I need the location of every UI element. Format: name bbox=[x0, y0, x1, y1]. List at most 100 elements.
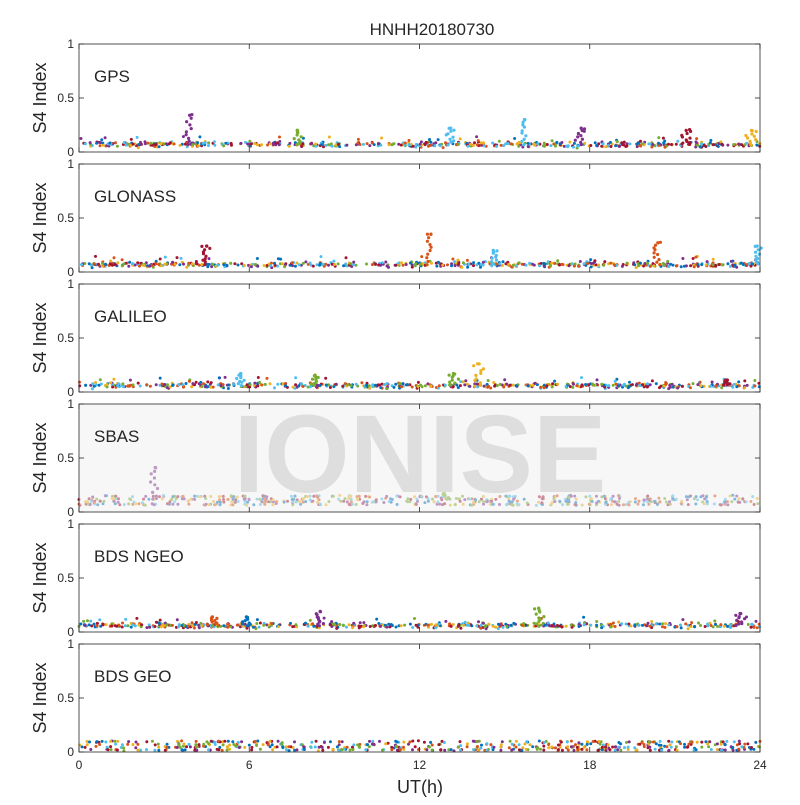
data-point bbox=[255, 257, 259, 260]
data-point bbox=[140, 623, 144, 627]
spike-point bbox=[429, 232, 433, 236]
data-point bbox=[413, 745, 417, 749]
data-point bbox=[536, 746, 540, 750]
data-point bbox=[735, 385, 739, 389]
data-point bbox=[471, 143, 475, 147]
data-point bbox=[720, 748, 724, 752]
data-point bbox=[479, 263, 483, 266]
spike-point bbox=[449, 126, 453, 130]
data-point bbox=[634, 266, 638, 270]
data-point bbox=[532, 263, 536, 267]
data-point bbox=[405, 383, 409, 387]
data-point bbox=[733, 264, 736, 268]
data-point bbox=[614, 144, 618, 148]
data-point bbox=[134, 740, 138, 744]
data-point bbox=[449, 129, 453, 133]
data-point bbox=[550, 385, 554, 389]
data-point bbox=[183, 748, 187, 752]
data-point bbox=[162, 142, 166, 146]
data-point bbox=[704, 263, 708, 267]
data-point bbox=[601, 142, 605, 146]
data-point bbox=[425, 239, 429, 243]
data-point bbox=[318, 263, 322, 267]
data-point bbox=[681, 618, 685, 622]
data-point bbox=[157, 145, 161, 149]
data-point bbox=[426, 259, 430, 264]
data-point bbox=[178, 745, 182, 749]
data-point bbox=[582, 623, 586, 627]
data-point bbox=[401, 263, 405, 267]
data-point bbox=[740, 745, 744, 749]
data-point bbox=[497, 139, 501, 143]
data-point bbox=[622, 382, 626, 386]
data-point bbox=[89, 619, 93, 623]
data-point bbox=[225, 264, 229, 268]
data-point bbox=[181, 385, 185, 389]
data-point bbox=[200, 624, 204, 628]
data-point bbox=[148, 264, 152, 268]
data-point bbox=[374, 624, 377, 627]
data-point bbox=[531, 384, 535, 387]
data-point bbox=[194, 621, 198, 624]
data-point bbox=[705, 260, 709, 264]
data-point bbox=[448, 137, 452, 141]
data-point bbox=[502, 144, 506, 148]
data-point bbox=[497, 622, 500, 626]
data-point bbox=[456, 258, 460, 262]
data-point bbox=[706, 622, 710, 626]
data-point bbox=[287, 745, 291, 749]
data-point bbox=[94, 381, 97, 384]
data-point bbox=[410, 265, 414, 269]
data-point bbox=[565, 740, 569, 744]
data-point bbox=[622, 140, 626, 144]
data-point bbox=[171, 260, 175, 264]
data-point bbox=[255, 618, 259, 622]
data-point bbox=[503, 378, 507, 382]
data-point bbox=[731, 746, 735, 749]
data-point bbox=[122, 385, 125, 389]
plot-area bbox=[79, 44, 760, 152]
data-point bbox=[299, 135, 303, 139]
data-point bbox=[617, 620, 621, 624]
data-point bbox=[352, 263, 356, 267]
data-point bbox=[142, 263, 146, 267]
data-point bbox=[435, 264, 439, 268]
data-point bbox=[419, 140, 423, 144]
x-tick-label: 18 bbox=[583, 758, 597, 772]
data-point bbox=[360, 381, 364, 385]
data-point bbox=[566, 144, 570, 148]
data-point bbox=[382, 383, 386, 387]
data-point bbox=[99, 382, 103, 386]
data-point bbox=[335, 626, 339, 630]
data-point bbox=[479, 141, 483, 145]
data-point bbox=[572, 145, 575, 149]
data-point bbox=[284, 745, 288, 749]
data-point bbox=[137, 143, 141, 147]
data-point bbox=[281, 746, 285, 750]
y-tick-label: 1 bbox=[67, 157, 74, 171]
data-point bbox=[126, 742, 130, 746]
data-point bbox=[728, 264, 732, 268]
data-point bbox=[740, 620, 744, 624]
data-point bbox=[327, 135, 331, 139]
data-point bbox=[258, 381, 262, 384]
data-point bbox=[495, 384, 499, 388]
data-point bbox=[517, 748, 521, 752]
data-point bbox=[98, 743, 102, 746]
data-point bbox=[400, 385, 403, 389]
data-point bbox=[183, 142, 187, 146]
data-point bbox=[106, 748, 110, 752]
data-point bbox=[739, 261, 743, 265]
data-point bbox=[207, 257, 211, 261]
data-point bbox=[160, 382, 164, 386]
data-point bbox=[178, 143, 182, 147]
panels: 0 0.5 1 S4 Index GPS 0 0.5 1 S4 Index GLONASS 0 0.5… bbox=[30, 37, 767, 772]
data-point bbox=[190, 262, 194, 266]
data-point bbox=[447, 748, 451, 752]
data-point bbox=[654, 622, 658, 626]
data-point bbox=[704, 740, 708, 744]
data-point bbox=[699, 384, 703, 388]
data-point bbox=[105, 385, 109, 389]
data-point bbox=[276, 382, 280, 386]
data-point bbox=[473, 382, 477, 386]
